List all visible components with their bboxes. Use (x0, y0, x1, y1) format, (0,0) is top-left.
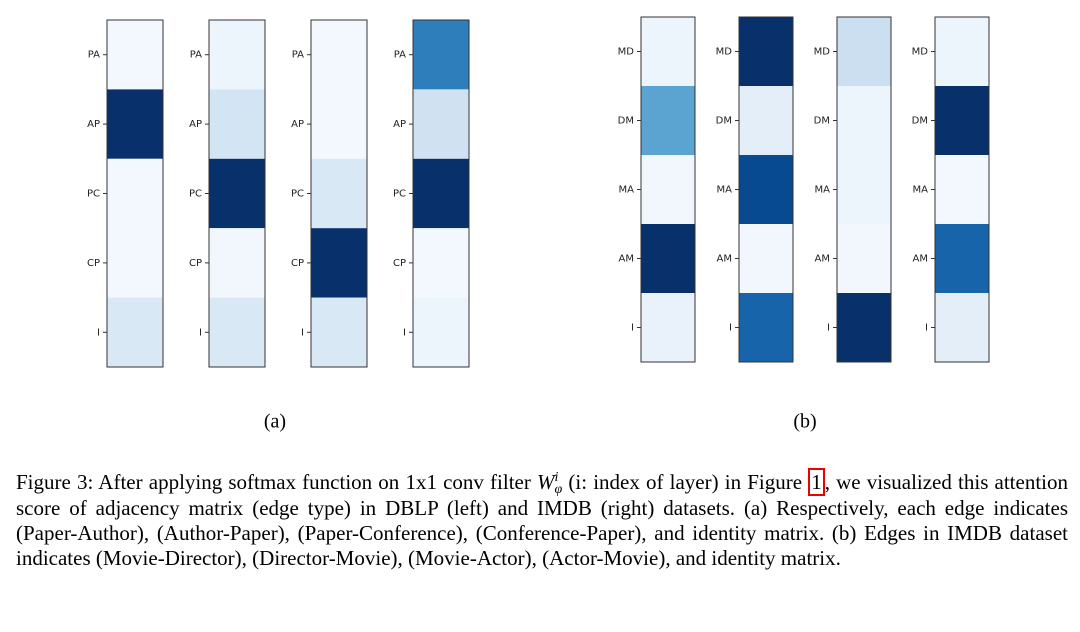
heatmap-cell (107, 89, 163, 159)
heatmap-cell (209, 89, 265, 159)
row-label: AP (291, 119, 304, 130)
panel-label: (a) (264, 411, 286, 433)
row-label: CP (393, 258, 406, 269)
row-label: I (301, 327, 304, 338)
heatmap-cell (837, 293, 891, 362)
heatmap-cell (413, 228, 469, 298)
math: W (537, 470, 555, 494)
row-label: PA (292, 50, 304, 61)
row-label: I (199, 327, 202, 338)
row-label: PA (394, 50, 406, 61)
heatmap-cell (739, 155, 793, 224)
row-label: DM (814, 116, 830, 127)
figure-ref[interactable]: 1 (808, 468, 825, 496)
row-label: PC (87, 189, 100, 200)
row-label: DM (618, 116, 634, 127)
math-sup: i (554, 470, 559, 486)
heatmap-cell (641, 293, 695, 362)
heatmap-cell (311, 20, 367, 90)
heatmap-cell (413, 297, 469, 367)
row-label: AP (189, 119, 202, 130)
row-label: MA (913, 185, 929, 196)
heatmap-cell (935, 293, 989, 362)
heatmap-cell (935, 224, 989, 293)
heatmap-cell (837, 86, 891, 155)
row-label: I (97, 327, 100, 338)
heatmap-cell (739, 293, 793, 362)
row-label: AM (717, 254, 732, 265)
heatmap-cell (413, 89, 469, 159)
heatmap-cell (837, 224, 891, 293)
row-label: I (827, 323, 830, 334)
caption-text: Figure 3: After applying softmax functio… (16, 470, 538, 494)
row-label: PC (393, 189, 406, 200)
heatmap-cell (209, 297, 265, 367)
caption-text: (i: index of layer) in Figure (562, 470, 809, 494)
row-label: PA (190, 50, 202, 61)
heatmap-cell (107, 20, 163, 90)
heatmap-cell (107, 158, 163, 229)
row-label: AP (393, 119, 406, 130)
row-label: MD (814, 47, 831, 58)
figure: PA AP PC CP I PA AP PC CP I PA AP PC CP I PA AP PC CP I (a) M… (87, 16, 990, 433)
row-label: AM (913, 254, 928, 265)
row-label: DM (716, 116, 732, 127)
heatmap-cell (641, 17, 695, 86)
heatmap-cell (311, 228, 367, 298)
row-label: AM (619, 254, 634, 265)
row-label: CP (189, 258, 202, 269)
heatmap-cell (107, 228, 163, 298)
caption-text: , we visualized this attention score of … (16, 470, 1068, 571)
heatmap-cell (641, 86, 695, 155)
row-label: DM (912, 116, 928, 127)
heatmap-cell (837, 17, 891, 86)
row-label: CP (291, 258, 304, 269)
heatmap-cell (209, 20, 265, 90)
row-label: CP (87, 258, 100, 269)
row-label: I (925, 323, 928, 334)
heatmap-cell (413, 158, 469, 229)
heatmap-cell (935, 17, 989, 86)
heatmap-cell (837, 155, 891, 224)
heatmap-cell (641, 155, 695, 224)
heatmap-cell (209, 158, 265, 229)
row-label: PA (88, 50, 100, 61)
heatmap-cell (311, 158, 367, 229)
heatmap-cell (311, 297, 367, 367)
row-label: MA (619, 185, 635, 196)
math-sub: φ (554, 482, 563, 498)
heatmap-cell (739, 224, 793, 293)
row-label: AP (87, 119, 100, 130)
row-label: MD (912, 47, 929, 58)
row-label: MD (716, 47, 733, 58)
row-label: I (631, 323, 634, 334)
heatmap-cell (413, 20, 469, 90)
caption: Figure 3: After applying softmax functio… (16, 468, 1068, 571)
row-label: AM (815, 254, 830, 265)
heatmap-cell (935, 155, 989, 224)
heatmap-cell (107, 297, 163, 367)
heatmap-cell (641, 224, 695, 293)
heatmap-cell (739, 17, 793, 86)
heatmap-cell (311, 89, 367, 159)
heatmap-cell (209, 228, 265, 298)
row-label: MD (618, 47, 635, 58)
row-label: I (403, 327, 406, 338)
row-label: MA (717, 185, 733, 196)
heatmap-cell (739, 86, 793, 155)
heatmap-cell (935, 86, 989, 155)
row-label: PC (189, 189, 202, 200)
row-label: MA (815, 185, 831, 196)
row-label: PC (291, 189, 304, 200)
panel-label: (b) (793, 411, 816, 433)
row-label: I (729, 323, 732, 334)
